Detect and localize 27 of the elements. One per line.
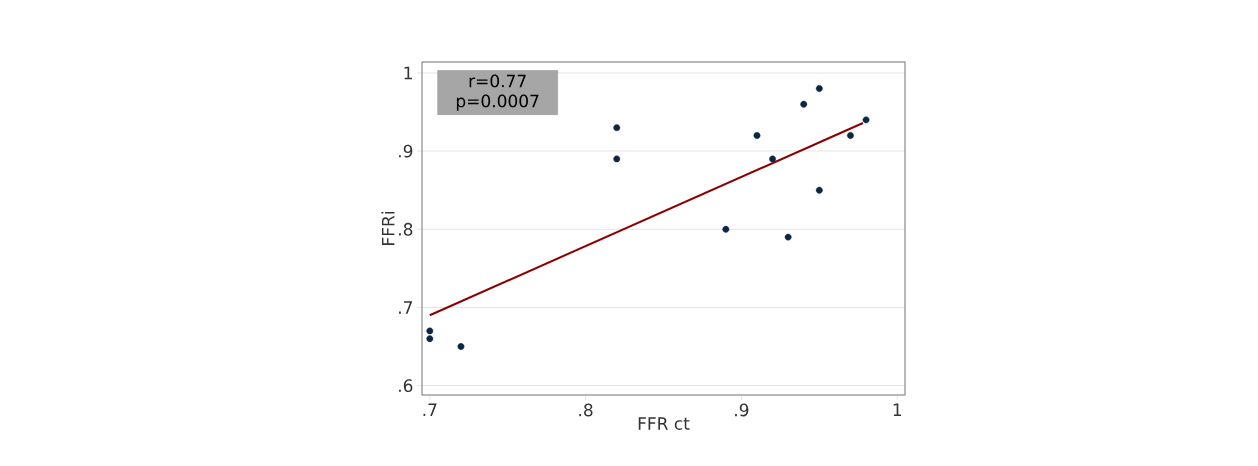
- point: [753, 132, 761, 139]
- point: [613, 124, 621, 132]
- y-axis-title: FFRi: [381, 212, 395, 245]
- x-tick-label: .9: [735, 403, 749, 417]
- y-tick-label: .7: [399, 301, 413, 314]
- point: [613, 155, 621, 163]
- point: [426, 335, 434, 343]
- point: [815, 186, 823, 194]
- x-tick-label: 1: [893, 403, 902, 416]
- point: [847, 132, 854, 139]
- y-tick-label: .8: [399, 222, 413, 236]
- point: [815, 85, 823, 92]
- point: [722, 225, 730, 233]
- annotation: r=0.77: [469, 74, 526, 88]
- x-axis-title: FFR ct: [638, 417, 690, 430]
- y-tick-label: .9: [399, 144, 413, 158]
- x-tick-label: .7: [423, 403, 437, 416]
- point: [769, 155, 776, 163]
- annotation: p=0.0007: [456, 94, 539, 111]
- point: [800, 100, 808, 108]
- point: [862, 116, 870, 124]
- point: [457, 343, 465, 350]
- y-tick-label: .6: [399, 379, 413, 393]
- point: [784, 233, 792, 241]
- y-tick-label: 1: [404, 66, 412, 80]
- point: [426, 327, 434, 335]
- x-tick-label: .8: [579, 403, 593, 417]
